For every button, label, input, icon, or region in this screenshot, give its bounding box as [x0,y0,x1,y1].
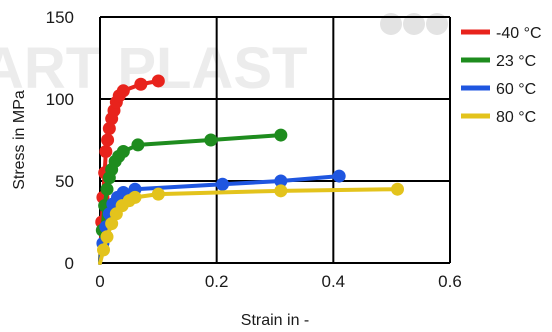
data-point [131,138,145,152]
data-point [100,230,114,244]
y-tick-label: 0 [65,254,74,273]
data-point [274,174,288,188]
tick-labels: 0 0.2 0.4 0.6 0 50 100 150 [46,8,462,291]
watermark-text: ART PLAST [0,36,307,101]
data-point [102,122,116,136]
data-point [134,77,148,91]
data-point [128,190,142,204]
watermark: ART PLAST [0,13,448,101]
data-point [216,177,229,191]
watermark-dot [426,13,448,35]
data-point [105,217,119,231]
series-layer [95,74,404,265]
legend-item: 60 °C [461,81,536,98]
legend-label: 80 °C [496,109,536,126]
data-point [274,128,288,142]
y-tick-label: 100 [46,90,74,109]
x-tick-label: 0.2 [205,272,229,291]
x-tick-label: 0.4 [322,272,346,291]
y-tick-label: 150 [46,8,74,27]
series-line [98,187,400,265]
legend-label: -40 °C [496,25,542,42]
x-axis-title: Strain in - [241,312,309,329]
data-point [100,182,114,196]
data-point [151,187,165,201]
watermark-dot [403,13,425,35]
x-tick-label: 0 [95,272,104,291]
y-tick-label: 50 [55,172,74,191]
legend-item: 23 °C [461,53,536,70]
watermark-dot [380,13,402,35]
data-point [151,74,165,88]
data-point [332,169,346,183]
data-point [116,84,130,98]
legend-item: -40 °C [461,25,542,42]
legend: -40 °C 23 °C 60 °C 80 °C [461,25,542,126]
legend-item: 80 °C [461,109,536,126]
data-point [116,144,130,158]
series-2 [95,128,288,265]
legend-label: 60 °C [496,81,536,98]
data-point [391,182,404,196]
series-4 [97,182,404,265]
series-3 [96,169,346,265]
x-tick-label: 0.6 [438,272,462,291]
data-point [101,133,115,147]
y-axis-title: Stress in MPa [11,90,28,190]
data-point [97,243,110,257]
data-point [274,184,288,198]
data-point [204,133,218,147]
data-point [99,144,113,158]
legend-label: 23 °C [496,53,536,70]
